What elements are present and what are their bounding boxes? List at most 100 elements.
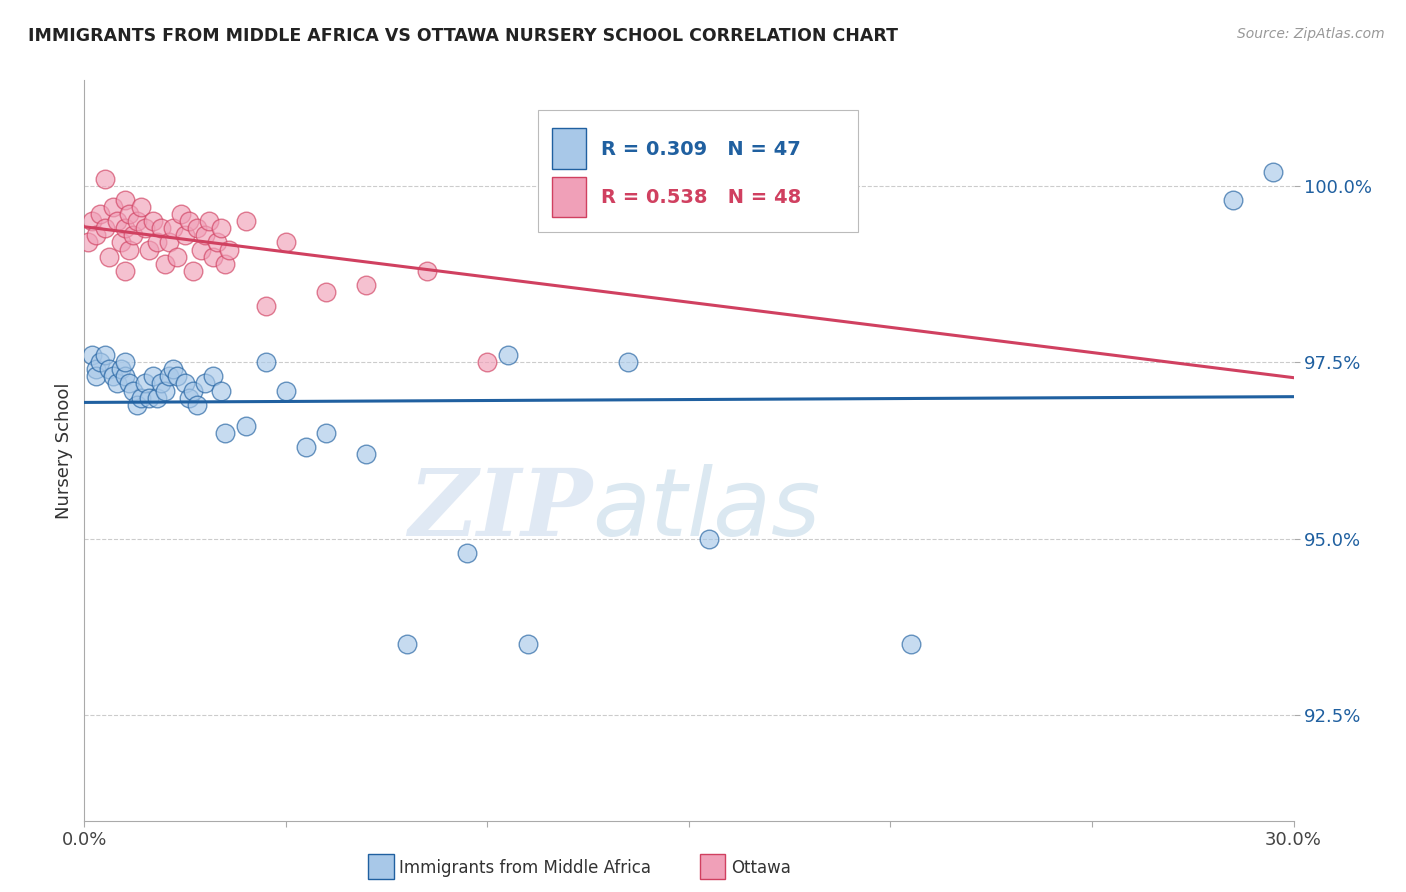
Point: [162, 221, 184, 235]
Point: [114, 193, 136, 207]
Point: [89, 355, 111, 369]
Text: Immigrants from Middle Africa: Immigrants from Middle Africa: [399, 859, 651, 877]
Point: [97, 362, 120, 376]
Point: [114, 263, 136, 277]
Point: [153, 257, 176, 271]
Point: [477, 355, 499, 369]
Text: atlas: atlas: [592, 464, 821, 555]
Point: [149, 221, 172, 235]
Bar: [553, 177, 586, 218]
Point: [209, 221, 232, 235]
Point: [166, 250, 188, 264]
Point: [114, 221, 136, 235]
Point: [274, 384, 297, 398]
Point: [395, 637, 418, 651]
Point: [166, 369, 188, 384]
Point: [114, 369, 136, 384]
Point: [89, 207, 111, 221]
Point: [190, 243, 212, 257]
Point: [202, 369, 225, 384]
Point: [134, 221, 156, 235]
Point: [162, 362, 184, 376]
Text: Ottawa: Ottawa: [731, 859, 792, 877]
Point: [93, 172, 115, 186]
Point: [153, 384, 176, 398]
Point: [179, 391, 201, 405]
Text: Source: ZipAtlas.com: Source: ZipAtlas.com: [1237, 27, 1385, 41]
Point: [174, 376, 197, 391]
Point: [194, 228, 217, 243]
Text: ZIP: ZIP: [408, 465, 592, 555]
Point: [114, 355, 136, 369]
Point: [356, 447, 378, 461]
Point: [110, 235, 132, 250]
Point: [274, 235, 297, 250]
Point: [697, 532, 720, 546]
Point: [134, 376, 156, 391]
Point: [254, 299, 277, 313]
Point: [218, 243, 240, 257]
Point: [315, 425, 337, 440]
Point: [82, 214, 104, 228]
Point: [235, 418, 257, 433]
Point: [110, 362, 132, 376]
Point: [121, 384, 143, 398]
Point: [82, 348, 104, 362]
Point: [93, 348, 115, 362]
Point: [496, 348, 519, 362]
Point: [97, 250, 120, 264]
Point: [209, 384, 232, 398]
Point: [118, 376, 141, 391]
Point: [186, 398, 208, 412]
Point: [214, 425, 236, 440]
Point: [101, 200, 124, 214]
Point: [101, 369, 124, 384]
Point: [125, 214, 148, 228]
Point: [1222, 193, 1244, 207]
Point: [617, 193, 640, 207]
Point: [138, 243, 160, 257]
Bar: [538, 110, 858, 232]
Point: [202, 250, 225, 264]
Point: [214, 257, 236, 271]
Point: [129, 391, 152, 405]
Point: [86, 362, 108, 376]
Point: [516, 637, 538, 651]
Point: [315, 285, 337, 299]
Point: [142, 214, 165, 228]
Y-axis label: Nursery School: Nursery School: [55, 382, 73, 519]
Point: [77, 235, 100, 250]
Point: [170, 207, 193, 221]
Point: [198, 214, 221, 228]
Text: R = 0.309   N = 47: R = 0.309 N = 47: [600, 140, 800, 159]
Point: [235, 214, 257, 228]
Point: [254, 355, 277, 369]
Point: [157, 235, 180, 250]
Point: [121, 228, 143, 243]
Point: [118, 207, 141, 221]
Point: [146, 391, 169, 405]
Point: [356, 277, 378, 292]
Point: [118, 243, 141, 257]
Point: [174, 228, 197, 243]
Text: IMMIGRANTS FROM MIDDLE AFRICA VS OTTAWA NURSERY SCHOOL CORRELATION CHART: IMMIGRANTS FROM MIDDLE AFRICA VS OTTAWA …: [28, 27, 898, 45]
Point: [207, 235, 229, 250]
Point: [86, 228, 108, 243]
Point: [129, 200, 152, 214]
Point: [105, 376, 128, 391]
Bar: [553, 128, 586, 169]
Point: [456, 546, 478, 560]
Text: R = 0.538   N = 48: R = 0.538 N = 48: [600, 187, 801, 207]
Point: [416, 263, 439, 277]
Point: [181, 384, 204, 398]
Point: [181, 263, 204, 277]
Point: [93, 221, 115, 235]
Point: [617, 355, 640, 369]
Point: [146, 235, 169, 250]
Point: [125, 398, 148, 412]
Point: [105, 214, 128, 228]
Point: [149, 376, 172, 391]
Point: [157, 369, 180, 384]
Point: [186, 221, 208, 235]
Point: [194, 376, 217, 391]
